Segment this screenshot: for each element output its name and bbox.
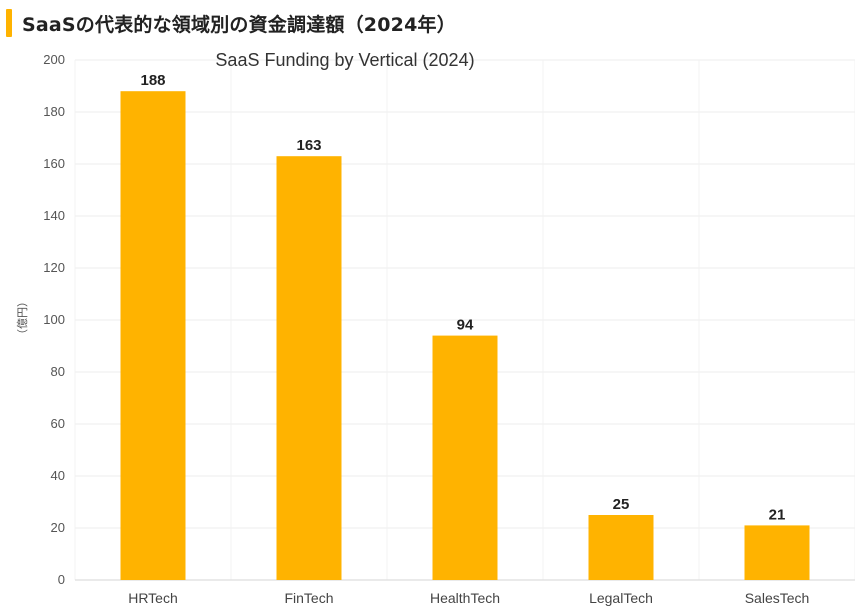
- chart-title: SaaS Funding by Vertical (2024): [215, 50, 474, 70]
- y-axis-label: （億円）: [16, 296, 29, 340]
- title-accent-bar: [6, 9, 12, 37]
- y-tick-label: 200: [43, 52, 65, 67]
- x-tick-label: LegalTech: [589, 590, 653, 606]
- page-title: SaaSの代表的な領域別の資金調達額（2024年）: [22, 13, 456, 36]
- y-tick-label: 180: [43, 104, 65, 119]
- bar-hrtech: [120, 91, 186, 580]
- y-tick-label: 40: [51, 468, 65, 483]
- x-tick-label: HRTech: [128, 590, 178, 606]
- bar-legaltech: [588, 515, 654, 580]
- y-tick-label: 0: [58, 572, 65, 587]
- x-tick-label: HealthTech: [430, 590, 500, 606]
- y-tick-label: 120: [43, 260, 65, 275]
- y-tick-label: 60: [51, 416, 65, 431]
- x-tick-label: SalesTech: [745, 590, 810, 606]
- bar-salestech: [744, 525, 810, 580]
- data-label: 188: [140, 72, 165, 89]
- data-label: 163: [296, 137, 321, 154]
- y-tick-label: 100: [43, 312, 65, 327]
- y-tick-label: 160: [43, 156, 65, 171]
- y-tick-label: 80: [51, 364, 65, 379]
- y-tick-label: 20: [51, 520, 65, 535]
- bar-healthtech: [432, 335, 498, 580]
- bar-fintech: [276, 156, 342, 580]
- x-tick-label: FinTech: [284, 590, 333, 606]
- page-header: SaaSの代表的な領域別の資金調達額（2024年）: [0, 8, 456, 38]
- data-label: 94: [457, 317, 474, 334]
- data-label: 25: [613, 496, 630, 513]
- data-label: 21: [769, 506, 786, 523]
- y-tick-label: 140: [43, 208, 65, 223]
